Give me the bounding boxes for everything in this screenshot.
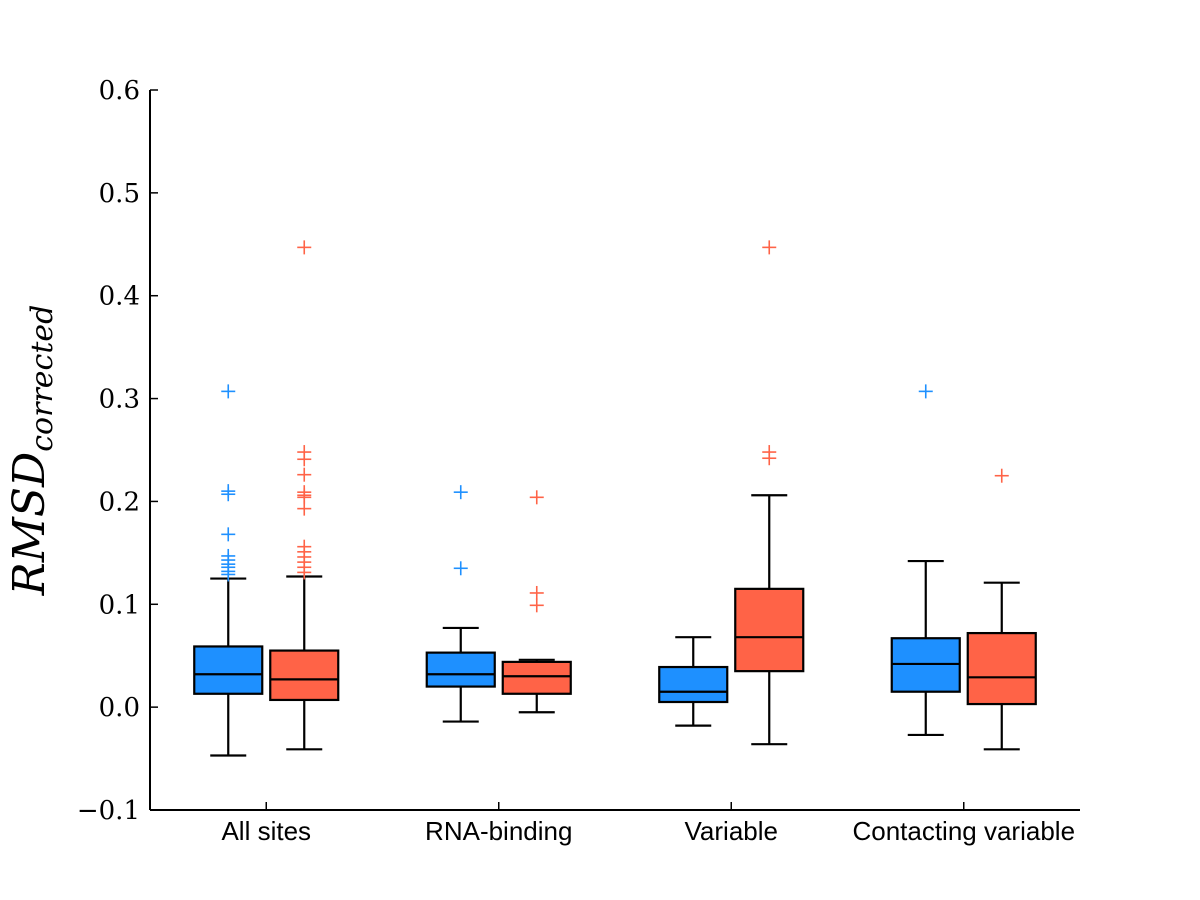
outlier-point xyxy=(529,585,544,600)
outlier-point xyxy=(297,452,312,467)
x-tick-label: All sites xyxy=(221,816,311,846)
outlier-point xyxy=(221,384,236,399)
outlier-point xyxy=(453,561,468,576)
y-tick-label: −0.1 xyxy=(77,796,140,826)
y-tick-label: 0.2 xyxy=(99,487,140,517)
x-tick-label: Contacting variable xyxy=(852,816,1075,846)
box-blue xyxy=(890,384,961,737)
y-axis-label-main: RMSD xyxy=(4,452,55,597)
box-body xyxy=(966,631,1037,706)
outlier-point xyxy=(297,467,312,482)
box-body xyxy=(425,651,496,688)
x-tick-label: Variable xyxy=(685,816,778,846)
box-red xyxy=(269,240,340,751)
outlier-point xyxy=(221,527,236,542)
outlier-point xyxy=(453,485,468,500)
y-tick-label: 0.0 xyxy=(99,693,140,723)
outlier-point xyxy=(529,598,544,613)
box-body xyxy=(501,660,572,695)
outlier-point xyxy=(918,384,933,399)
y-tick-label: 0.6 xyxy=(99,76,140,106)
y-tick-label: 0.4 xyxy=(99,282,140,312)
y-tick-label: 0.1 xyxy=(99,590,140,620)
box-blue xyxy=(425,485,496,723)
y-axis-label-sub: corrected xyxy=(25,305,60,452)
box-body xyxy=(658,665,729,704)
y-axis-label: RMSDcorrected xyxy=(4,305,60,597)
box-blue xyxy=(193,384,264,757)
outlier-point xyxy=(297,240,312,255)
outlier-point xyxy=(994,468,1009,483)
outlier-point xyxy=(762,240,777,255)
outlier-point xyxy=(297,501,312,516)
box-red xyxy=(501,490,572,714)
outlier-point xyxy=(529,490,544,505)
box-body xyxy=(269,649,340,702)
box-blue xyxy=(658,636,729,727)
outlier-point xyxy=(221,487,236,502)
box-body xyxy=(193,645,264,695)
outlier-point xyxy=(762,451,777,466)
outlier-point xyxy=(221,567,236,582)
box-red xyxy=(966,468,1037,751)
box-body xyxy=(734,587,805,673)
y-tick-label: 0.3 xyxy=(99,385,140,415)
outlier-point xyxy=(297,565,312,580)
boxes xyxy=(193,240,1037,757)
axes: −0.1 0.0 0.1 0.2 0.3 0.4 0.5 0.6 All sites RNA-bi… xyxy=(77,76,1080,846)
y-tick-label: 0.5 xyxy=(99,179,140,209)
box-red xyxy=(734,240,805,746)
x-tick-label: RNA-binding xyxy=(425,816,572,846)
